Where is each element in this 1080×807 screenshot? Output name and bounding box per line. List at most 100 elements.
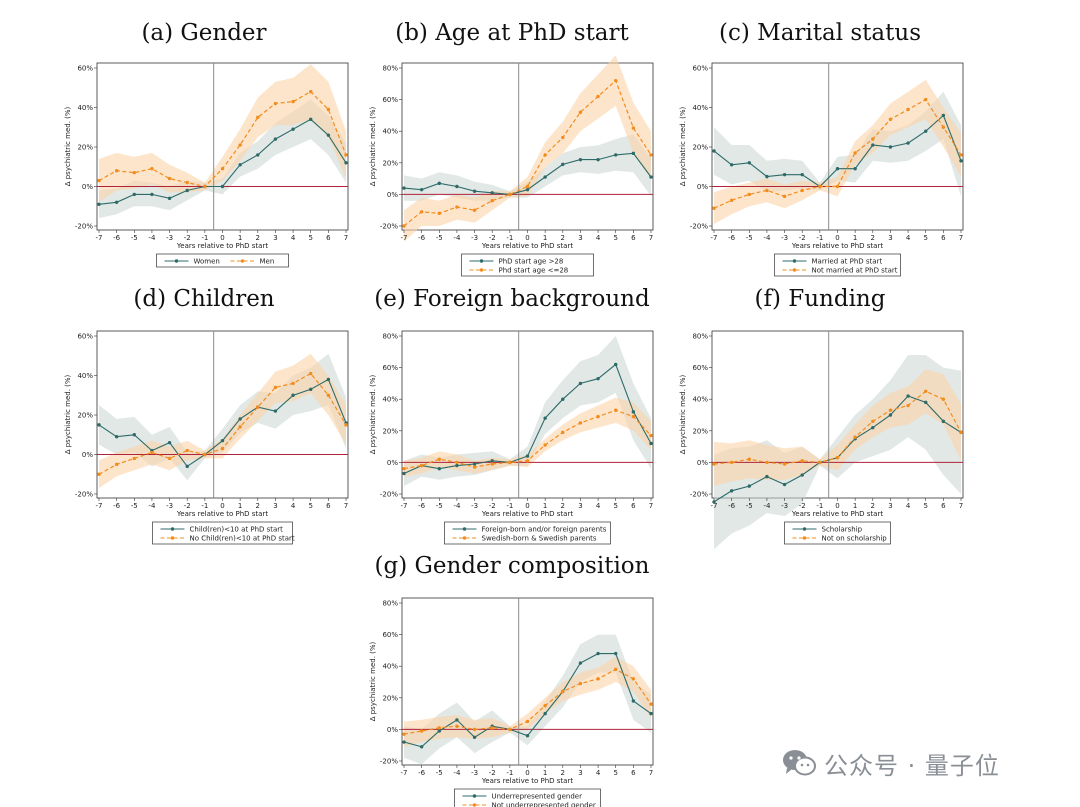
x-tick-label: -4 — [453, 234, 461, 242]
data-point — [273, 101, 278, 106]
x-tick-label: -6 — [418, 234, 426, 242]
x-tick-label: 2 — [561, 234, 565, 242]
x-tick-label: 3 — [578, 234, 582, 242]
y-tick-label: 80% — [382, 600, 398, 608]
x-tick-label: -6 — [728, 234, 736, 242]
x-tick-label: 7 — [649, 234, 653, 242]
data-point — [800, 473, 804, 477]
data-point — [835, 167, 840, 171]
confidence-band-2 — [404, 656, 651, 747]
data-point — [888, 117, 893, 122]
x-tick-label: 5 — [613, 769, 617, 777]
x-tick-label: 6 — [631, 769, 636, 777]
y-tick-label: -20% — [75, 223, 93, 231]
confidence-band-1 — [99, 99, 346, 219]
data-point — [309, 117, 313, 122]
y-axis-label: Δ psychiatric med. (%) — [679, 374, 687, 454]
data-point — [132, 456, 136, 461]
y-tick-label: 40% — [382, 128, 398, 136]
data-point — [631, 410, 636, 414]
y-tick-label: 40% — [77, 372, 93, 380]
x-tick-label: 3 — [888, 502, 892, 510]
panel-title: (a) Gender — [141, 20, 266, 46]
data-point — [782, 462, 787, 466]
data-point — [220, 438, 225, 443]
data-point — [649, 702, 653, 706]
legend-marker — [170, 527, 175, 531]
x-tick-label: -1 — [506, 502, 513, 510]
data-point — [525, 459, 530, 463]
data-point — [455, 205, 459, 209]
data-point — [326, 107, 331, 112]
x-tick-label: -3 — [471, 769, 478, 777]
y-tick-label: -20% — [690, 491, 708, 499]
data-point — [543, 711, 547, 716]
confidence-band-1 — [404, 336, 651, 487]
y-tick-label: 40% — [382, 396, 398, 404]
data-point — [871, 137, 875, 141]
data-point — [853, 151, 857, 155]
data-point — [472, 189, 477, 193]
x-tick-label: -7 — [401, 234, 408, 242]
x-tick-label: -2 — [184, 502, 191, 510]
data-point — [941, 113, 946, 118]
data-point — [114, 200, 119, 204]
y-tick-label: 20% — [692, 144, 708, 152]
data-point — [472, 208, 477, 212]
y-tick-label: 0% — [387, 726, 398, 734]
legend-label: Underrepresented gender — [492, 793, 583, 801]
data-point — [631, 151, 636, 156]
x-tick-label: 4 — [596, 502, 601, 510]
data-point — [490, 199, 494, 203]
x-tick-label: 4 — [906, 234, 911, 242]
x-tick-label: -4 — [453, 502, 461, 510]
y-tick-label: -20% — [380, 491, 398, 499]
data-point — [578, 421, 583, 425]
x-tick-label: -3 — [471, 502, 478, 510]
data-point — [419, 729, 424, 733]
data-point — [596, 157, 600, 162]
x-tick-label: -7 — [96, 234, 103, 242]
data-point — [561, 689, 565, 694]
data-point — [835, 184, 840, 189]
data-point — [747, 457, 751, 461]
legend-marker — [792, 268, 797, 272]
data-point — [472, 465, 477, 469]
data-point — [220, 184, 225, 189]
data-point — [765, 460, 769, 465]
data-point — [490, 459, 494, 463]
y-tick-label: -20% — [75, 491, 93, 499]
legend-marker — [174, 259, 179, 263]
data-point — [150, 167, 154, 171]
data-point — [238, 417, 242, 421]
confidence-band-1 — [404, 134, 651, 201]
data-point — [455, 463, 459, 468]
data-point — [614, 153, 618, 157]
legend-marker — [462, 527, 467, 531]
x-tick-label: 0 — [835, 502, 839, 510]
data-point — [326, 393, 331, 397]
legend-box — [444, 521, 611, 545]
data-point — [490, 191, 494, 195]
data-point — [924, 129, 928, 133]
wechat-icon — [783, 750, 816, 776]
y-tick-label: -20% — [380, 758, 398, 766]
x-tick-label: 2 — [871, 234, 875, 242]
data-point — [631, 414, 636, 419]
data-point — [220, 167, 225, 171]
data-point — [543, 175, 547, 179]
data-point — [273, 137, 278, 141]
x-tick-label: 0 — [220, 502, 224, 510]
data-point — [712, 206, 716, 210]
x-axis-label: Years relative to PhD start — [481, 777, 573, 785]
x-tick-label: -7 — [711, 234, 718, 242]
y-tick-label: 80% — [382, 333, 398, 341]
data-point — [114, 435, 119, 439]
data-point — [888, 413, 893, 417]
data-point — [455, 718, 459, 722]
x-tick-label: 3 — [273, 234, 277, 242]
data-point — [490, 462, 494, 466]
x-tick-label: -1 — [816, 234, 823, 242]
panel-title: (g) Gender composition — [375, 553, 650, 579]
data-point — [782, 482, 787, 487]
